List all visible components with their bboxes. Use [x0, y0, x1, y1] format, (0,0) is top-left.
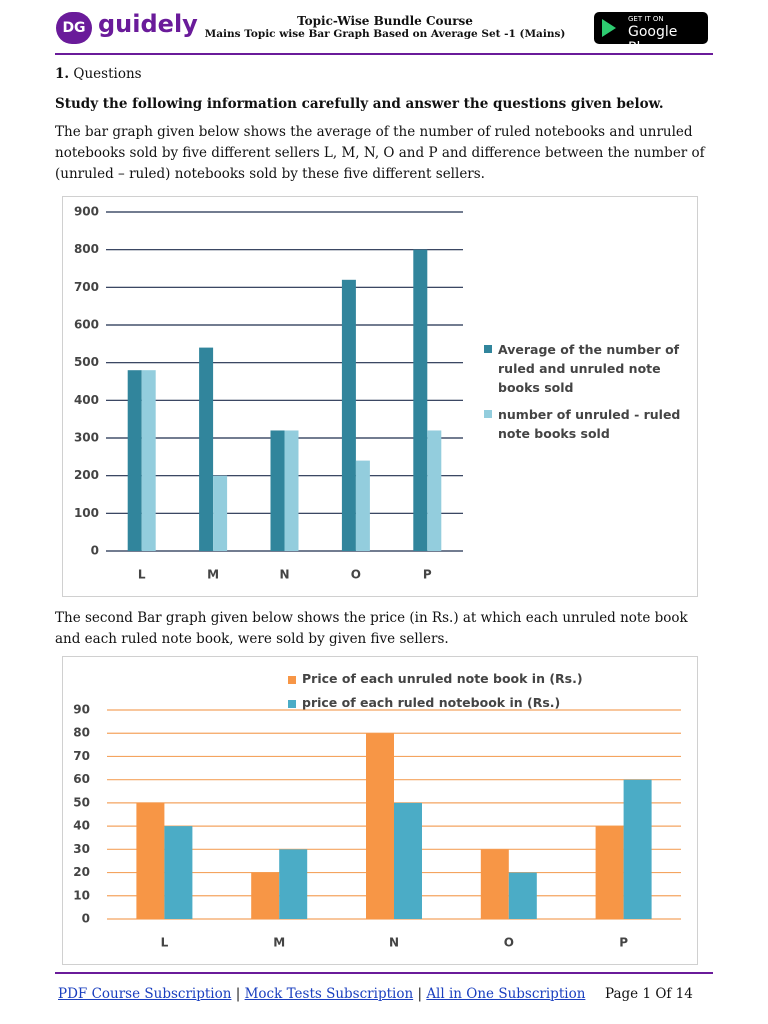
y-tick-label: 800 — [74, 242, 99, 256]
instruction: Study the following information carefull… — [55, 96, 664, 112]
x-tick-label: M — [207, 568, 219, 582]
bar — [595, 826, 624, 919]
bar — [136, 802, 165, 919]
legend-swatch — [288, 676, 296, 684]
bar — [480, 849, 509, 919]
y-tick-label: 600 — [74, 318, 99, 332]
bar — [508, 872, 537, 919]
footer-link[interactable]: PDF Course Subscription — [58, 986, 232, 1002]
bar — [623, 779, 652, 919]
y-tick-label: 300 — [74, 431, 99, 445]
x-tick-label: L — [161, 936, 169, 950]
legend-item: number of unruled - ruled note books sol… — [484, 405, 689, 443]
legend-label: Average of the number of ruled and unrul… — [498, 342, 680, 395]
x-tick-label: O — [351, 568, 361, 582]
header-title: Topic-Wise Bundle Course — [297, 14, 473, 28]
chart: 0 100 200 300 400 500 600 700 800 900 L M N O P Average… — [62, 196, 698, 597]
legend-item: Average of the number of ruled and unrul… — [484, 340, 689, 397]
y-tick-label: 90 — [73, 703, 90, 717]
y-tick-label: 400 — [74, 393, 99, 407]
y-tick-label: 500 — [74, 355, 99, 369]
legend: Average of the number of ruled and unrul… — [484, 340, 689, 451]
footer-links: PDF Course Subscription | Mock Tests Sub… — [58, 986, 585, 1002]
bar — [413, 249, 428, 551]
legend: Price of each unruled note book in (Rs.)… — [288, 671, 618, 719]
legend-swatch — [484, 345, 492, 353]
plot: 0 100 200 300 400 500 600 700 800 900 L M N O P — [74, 205, 463, 582]
badge-large: Google Play — [628, 24, 678, 56]
footer-link[interactable]: Mock Tests Subscription — [244, 986, 414, 1002]
y-tick-label: 100 — [74, 506, 99, 520]
legend-swatch — [484, 410, 492, 418]
x-tick-label: N — [279, 568, 289, 582]
bar — [127, 370, 142, 551]
question-label: Questions — [73, 66, 142, 82]
x-tick-label: N — [389, 936, 399, 950]
y-tick-label: 0 — [82, 912, 90, 926]
legend-label: price of each ruled notebook in (Rs.) — [302, 695, 561, 710]
badge-small: GET IT ON — [628, 15, 664, 23]
y-tick-label: 700 — [74, 280, 99, 294]
bar — [270, 430, 285, 551]
bar — [394, 802, 422, 919]
x-tick-label: P — [619, 936, 628, 950]
footer-link[interactable]: All in One Subscription — [426, 986, 586, 1002]
x-tick-label: L — [138, 568, 146, 582]
bar — [355, 460, 370, 551]
x-tick-label: O — [504, 936, 514, 950]
bar — [284, 430, 299, 551]
legend-item: price of each ruled notebook in (Rs.) — [288, 695, 618, 711]
legend-label: number of unruled - ruled note books sol… — [498, 407, 681, 441]
footer-rule — [55, 972, 713, 974]
x-tick-label: M — [273, 936, 285, 950]
paragraph: The second Bar graph given below shows t… — [55, 610, 688, 647]
y-tick-label: 60 — [73, 772, 90, 786]
chart: 0 10 20 30 40 50 60 70 80 90 L M N O P Price of each un… — [62, 656, 698, 965]
bar — [251, 872, 280, 919]
page-number: Page 1 Of 14 — [605, 986, 693, 1002]
y-tick-label: 70 — [73, 749, 90, 763]
y-tick-label: 0 — [91, 544, 99, 558]
paragraph: The bar graph given below shows the aver… — [55, 124, 705, 182]
y-tick-label: 200 — [74, 468, 99, 482]
bar — [141, 370, 156, 551]
bar — [213, 475, 228, 551]
y-tick-label: 50 — [73, 795, 90, 809]
y-tick-label: 80 — [73, 726, 90, 740]
header-subtitle: Mains Topic wise Bar Graph Based on Aver… — [204, 28, 566, 40]
bar — [366, 733, 394, 919]
y-tick-label: 40 — [73, 819, 90, 833]
logo-mark: DG — [56, 12, 92, 44]
separator: | — [235, 986, 241, 1002]
bar — [164, 826, 193, 919]
separator: | — [417, 986, 423, 1002]
header-rule — [55, 53, 713, 55]
x-tick-label: P — [423, 568, 432, 582]
bar — [199, 347, 214, 551]
play-icon — [602, 19, 616, 37]
play-badge[interactable]: GET IT ON Google Play — [594, 12, 708, 56]
y-tick-label: 900 — [74, 205, 99, 219]
legend-swatch — [288, 700, 296, 708]
question-number: 1. — [55, 66, 70, 82]
plot: 0 10 20 30 40 50 60 70 80 90 L M N O P — [73, 703, 681, 950]
y-tick-label: 30 — [73, 842, 90, 856]
bar — [427, 430, 442, 551]
y-tick-label: 10 — [73, 888, 90, 902]
bar — [341, 279, 356, 551]
bar — [279, 849, 308, 919]
y-tick-label: 20 — [73, 865, 90, 879]
legend-label: Price of each unruled note book in (Rs.) — [302, 671, 583, 686]
legend-item: Price of each unruled note book in (Rs.) — [288, 671, 618, 687]
logo: guidely — [98, 10, 198, 38]
